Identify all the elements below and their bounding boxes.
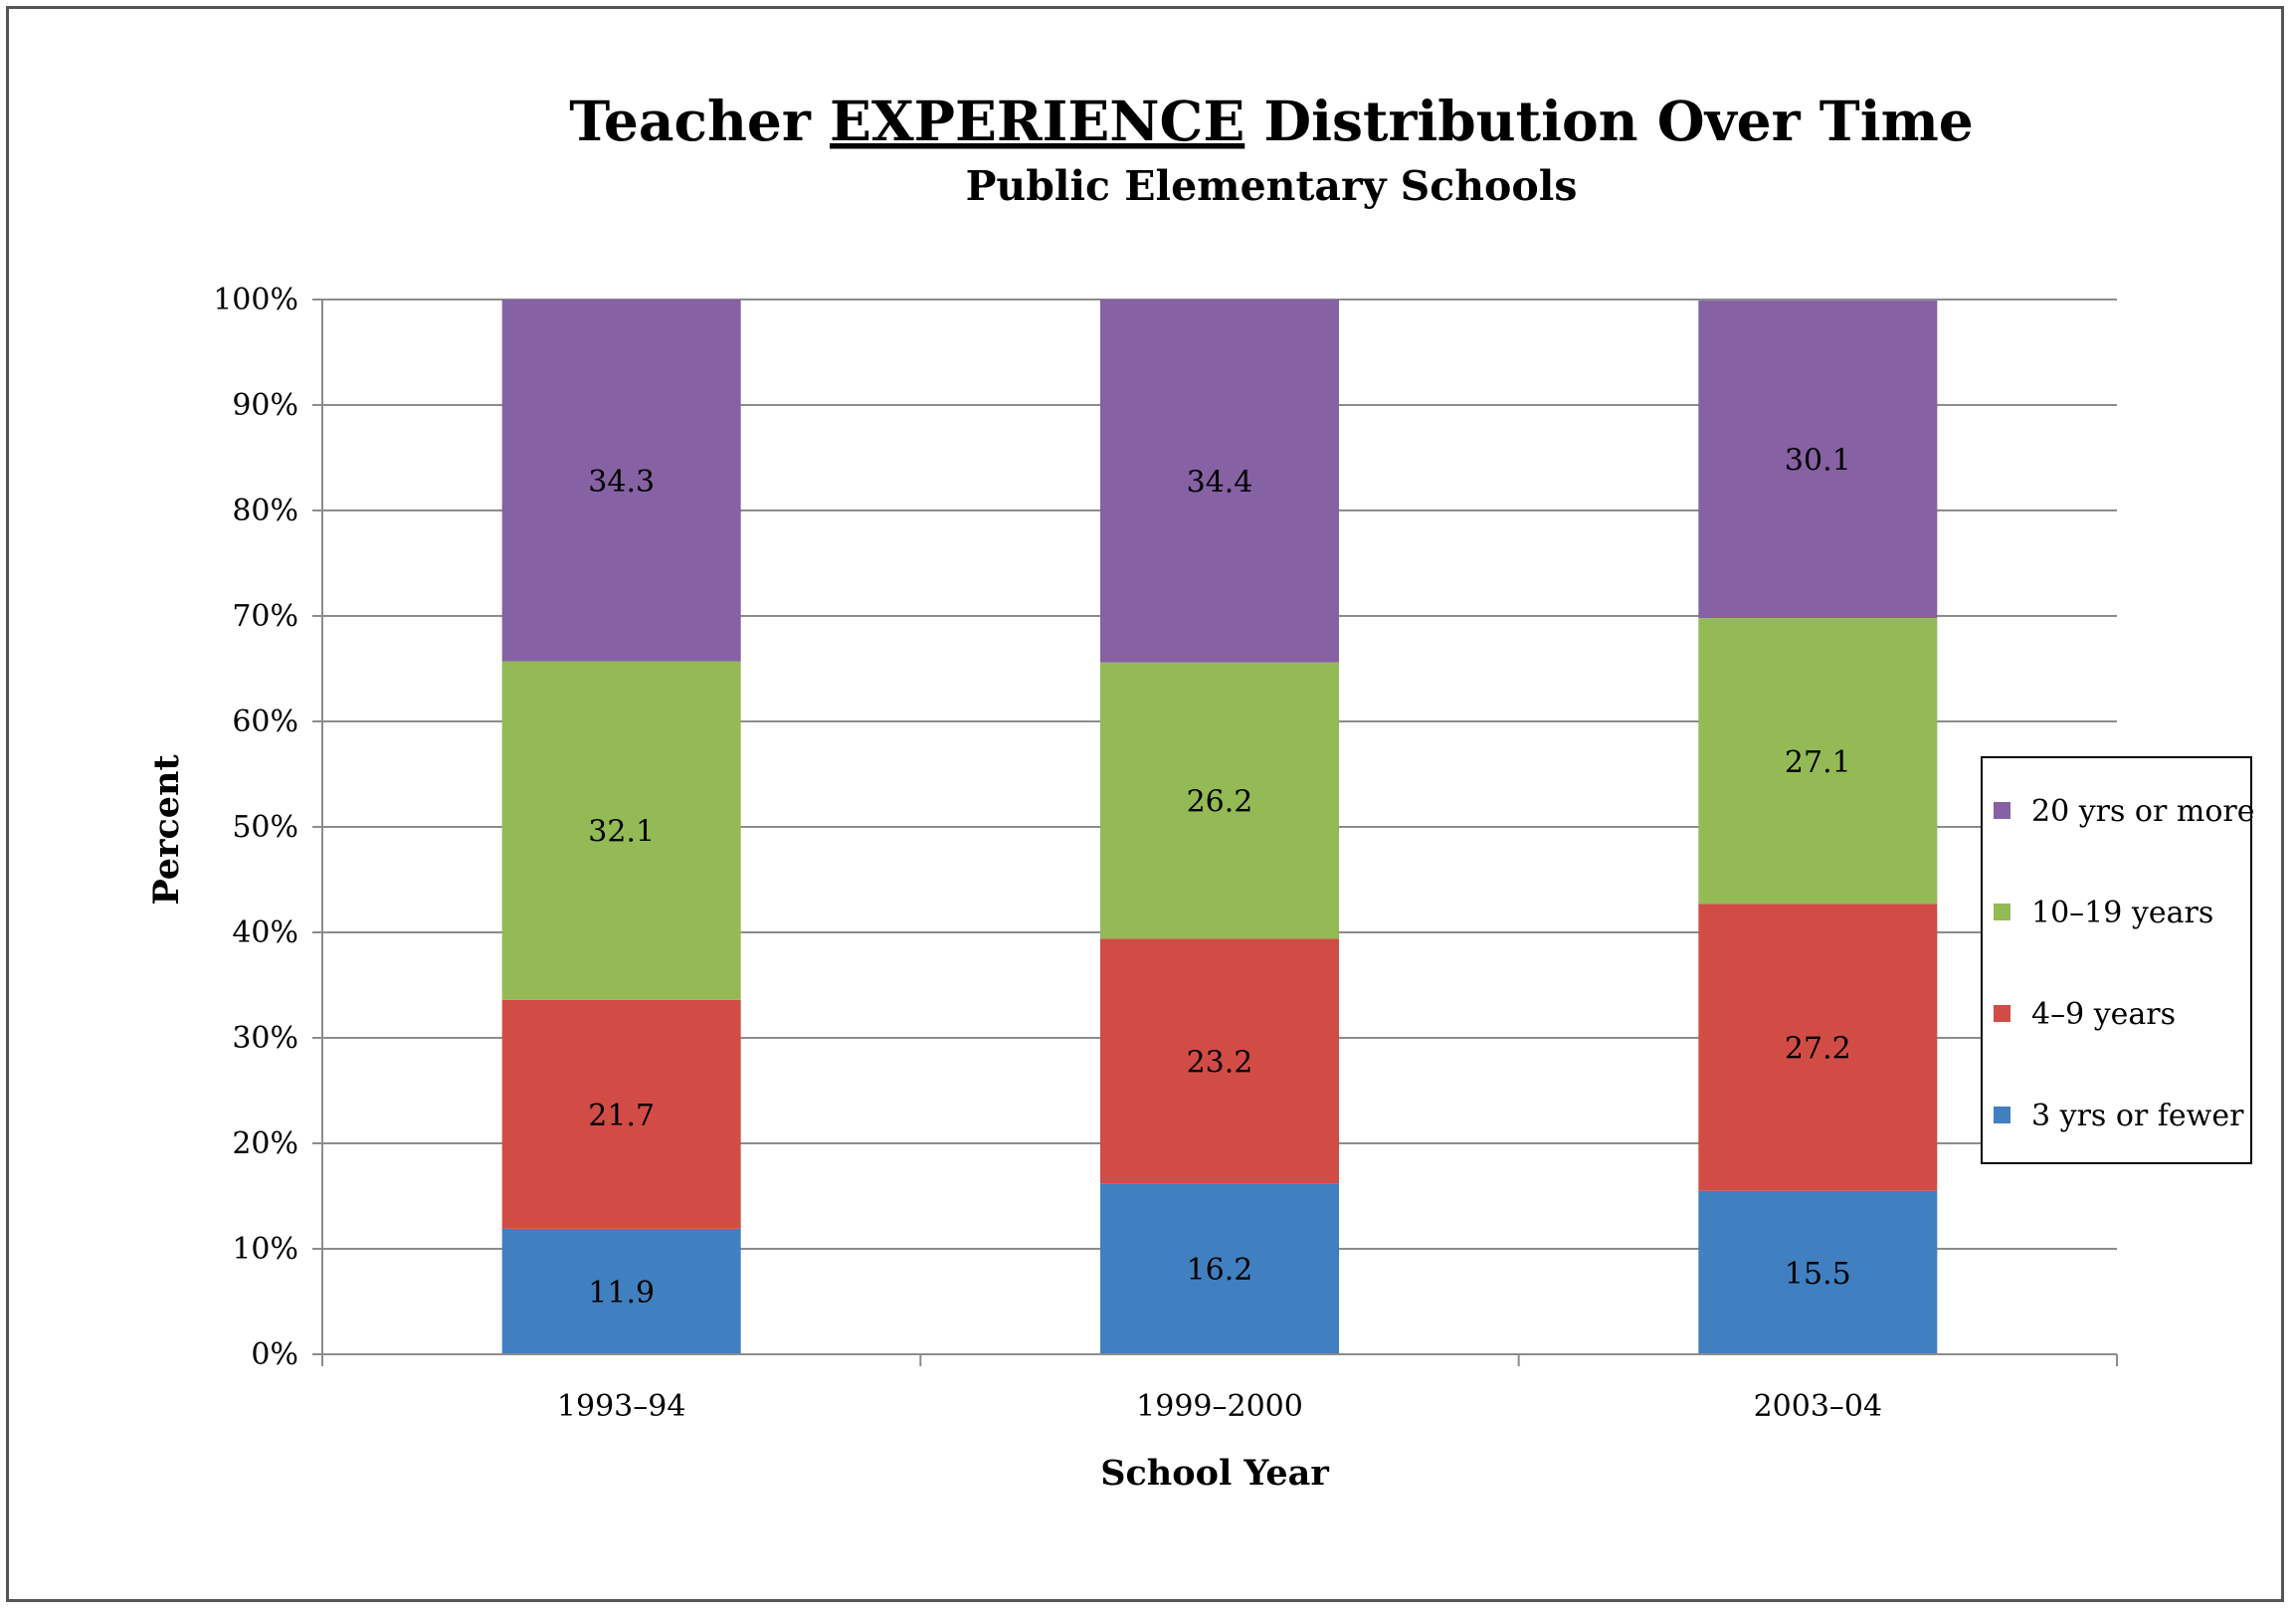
- legend-label: 10–19 years: [2031, 896, 2213, 930]
- data-label: 23.2: [1187, 1045, 1253, 1080]
- x-tick-label: 1999–2000: [1136, 1389, 1303, 1424]
- chart-title: Teacher EXPERIENCE Distribution Over Tim…: [569, 89, 1974, 153]
- legend-swatch: [1994, 904, 2010, 920]
- legend-label: 3 yrs or fewer: [2031, 1099, 2244, 1133]
- data-label: 27.2: [1785, 1032, 1851, 1067]
- data-label: 26.2: [1187, 785, 1253, 820]
- legend: 20 yrs or more 10–19 years 4–9 years 3 yrs …: [1981, 756, 2254, 1164]
- y-tick-label: 80%: [232, 494, 298, 528]
- chart-title-emphasis: EXPERIENCE: [830, 89, 1244, 153]
- bar-segment: [1698, 618, 1938, 905]
- y-axis-title: Percent: [146, 754, 187, 905]
- x-tick-label: 1993–94: [557, 1389, 686, 1424]
- bars-group: 11.9 21.7 32.1 34.3 16.2 23.2 26.2 34.4 15.5 27.2…: [501, 300, 1938, 1354]
- legend-swatch: [1994, 1107, 2010, 1123]
- bar-segment: [1100, 938, 1339, 1184]
- bar-segment: [1698, 904, 1938, 1191]
- data-label: 32.1: [588, 815, 655, 850]
- data-label: 30.1: [1785, 444, 1851, 479]
- data-label: 34.4: [1187, 465, 1253, 500]
- chart-title-prefix: Teacher: [569, 89, 830, 153]
- data-label: 27.1: [1785, 745, 1851, 780]
- bar-segment: [1100, 662, 1339, 939]
- legend-swatch: [1994, 1005, 2010, 1022]
- data-label: 11.9: [588, 1276, 655, 1311]
- y-tick-label: 40%: [232, 915, 298, 950]
- y-tick-label: 30%: [232, 1021, 298, 1056]
- legend-label: 20 yrs or more: [2031, 794, 2254, 829]
- legend-label: 4–9 years: [2031, 997, 2176, 1032]
- x-tick-label: 2003–04: [1754, 1389, 1883, 1424]
- data-label: 16.2: [1187, 1253, 1253, 1288]
- bar-segment: [1698, 1190, 1938, 1354]
- y-tick-label: 20%: [232, 1126, 298, 1161]
- chart-subtitle: Public Elementary Schools: [966, 162, 1578, 210]
- legend-box: [1981, 756, 2252, 1164]
- bar-segment: [1100, 1183, 1339, 1354]
- bar-segment: [1100, 300, 1339, 663]
- legend-swatch: [1994, 802, 2010, 819]
- chart-title-suffix: Distribution Over Time: [1244, 89, 1974, 153]
- axes-group: 0% 10% 20% 30% 40% 50% 60% 70% 80% 90% 100% 1993–94…: [213, 283, 2118, 1424]
- bar-segment: [501, 1228, 741, 1354]
- data-label: 21.7: [588, 1099, 655, 1133]
- chart-frame: Teacher EXPERIENCE Distribution Over Tim…: [6, 6, 2284, 1602]
- bar-segment: [501, 661, 741, 1000]
- bar-segment: [501, 300, 741, 662]
- y-tick-label: 10%: [232, 1232, 298, 1267]
- bar-segment: [501, 999, 741, 1229]
- y-tick-label: 0%: [251, 1337, 298, 1372]
- bar-segment: [1698, 301, 1938, 619]
- data-label: 34.3: [588, 465, 655, 500]
- y-tick-label: 100%: [213, 283, 298, 317]
- x-axis-title: School Year: [1100, 1453, 1329, 1494]
- data-label: 15.5: [1785, 1257, 1851, 1292]
- y-tick-label: 50%: [232, 810, 298, 845]
- y-tick-label: 60%: [232, 705, 298, 739]
- stacked-bar-chart: Teacher EXPERIENCE Distribution Over Tim…: [146, 89, 2254, 1494]
- y-tick-label: 70%: [232, 599, 298, 634]
- y-tick-label: 90%: [232, 388, 298, 423]
